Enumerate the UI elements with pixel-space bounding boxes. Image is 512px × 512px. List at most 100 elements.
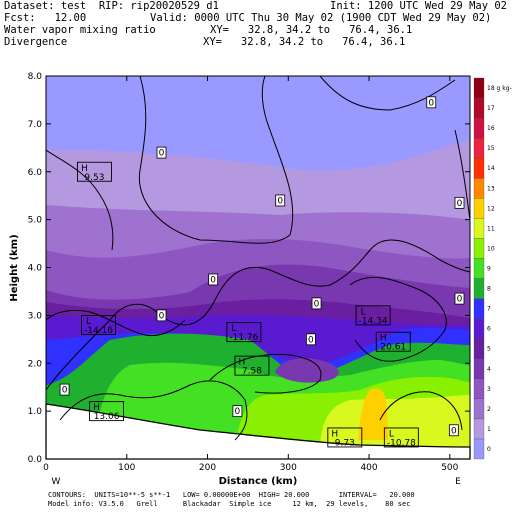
x-tick-label: 200: [199, 463, 216, 473]
dataset-label: Dataset: test RIP: rip20020529 d1: [4, 0, 219, 12]
extremum-type: H: [81, 164, 88, 174]
extremum-value: -14.16: [84, 326, 113, 336]
colorbar-level-label: 10: [487, 245, 495, 252]
colorbar-level-label: 18 g kg-1: [487, 85, 512, 92]
field1-xy-label: XY= 32.8, 34.2 to 76.4, 36.1: [210, 24, 413, 36]
extremum-value: -14.34: [359, 316, 388, 326]
colorbar-swatch: [473, 178, 485, 199]
terrain-mask: [45, 403, 471, 460]
extremum-value: 13.06: [94, 412, 120, 422]
colorbar-level-label: 2: [487, 406, 491, 413]
east-end-label: E: [455, 477, 461, 487]
contour-label: 0: [59, 383, 70, 396]
extremum-label: H20.61: [375, 331, 411, 353]
contour-label: 0: [311, 297, 322, 309]
svg-text:0: 0: [314, 299, 320, 309]
colorbar-swatch: [473, 77, 485, 99]
extremum-value: -11.76: [229, 333, 258, 343]
band-11: [320, 395, 470, 459]
contour-label: 0: [454, 196, 465, 209]
extremum-type: L: [231, 324, 236, 334]
contour-label: 0: [305, 333, 316, 345]
extremum-label: L-14.34: [355, 305, 391, 326]
contour-label: 0: [156, 309, 167, 321]
x-tick-label: 0: [43, 463, 49, 473]
field2-xy-label: XY= 32.8, 34.2 to 76.4, 36.1: [203, 36, 406, 48]
svg-text:0: 0: [62, 386, 68, 396]
contour-label: 0: [275, 194, 286, 206]
colorbar-swatch: [473, 298, 485, 319]
forecast-hour-label: Fcst: 12.00: [4, 12, 87, 24]
y-tick-label: 1.0: [28, 407, 43, 417]
valid-time-label: Valid: 0000 UTC Thu 30 May 02 (1900 CDT …: [150, 12, 492, 24]
extremum-type: L: [86, 317, 91, 327]
svg-text:0: 0: [235, 407, 241, 417]
colorbar-swatch: [473, 117, 485, 139]
colorbar-level-label: 12: [487, 205, 495, 212]
x-tick-label: 300: [280, 463, 297, 473]
extremum-type: H: [331, 429, 338, 439]
x-tick-label: 500: [441, 463, 458, 473]
colorbar-level-label: 4: [487, 366, 491, 373]
extremum-value: 9.53: [84, 173, 104, 183]
y-tick-label: 6.0: [28, 168, 43, 178]
y-axis-ticks: 0.0 1.0 2.0 3.0 4.0 5.0 6.0 7.0 8.0: [28, 72, 470, 465]
svg-text:0: 0: [457, 295, 463, 305]
extremum-label: H9.53: [77, 161, 112, 183]
colorbar-swatch: [473, 238, 485, 259]
colorbar-swatch: [473, 378, 485, 399]
contour-label: 0: [208, 273, 219, 285]
colorbar-swatch: [473, 97, 485, 119]
extremum-label: H7.58: [234, 355, 270, 377]
contour-labels: 0 0 0 0 0 0 0 0 0 0 0 0: [59, 96, 465, 436]
extremum-type: H: [239, 358, 246, 368]
colorbar-level-label: 1: [487, 426, 491, 433]
field2-label: Divergence: [4, 36, 68, 48]
extremum-type: H: [380, 334, 387, 344]
colorbar-level-label: 7: [487, 306, 491, 313]
west-end-label: W: [52, 477, 61, 487]
svg-text:0: 0: [308, 335, 314, 345]
colorbar-swatch: [473, 278, 485, 299]
band-12: [358, 388, 388, 440]
x-axis-ticks: 0 100 200 300 400 500: [43, 76, 459, 473]
extremum-value: -10.78: [387, 438, 416, 448]
y-tick-label: 8.0: [28, 72, 43, 82]
extremum-label: L-14.16: [81, 315, 116, 336]
colorbar-level-label: 0: [487, 446, 491, 453]
extremum-value: 20.61: [380, 343, 406, 353]
colorbar-level-label: 5: [487, 346, 491, 353]
extremum-label: H13.06: [89, 401, 125, 422]
contour-label: 0: [454, 292, 465, 305]
colorbar-level-label: 9: [487, 266, 491, 273]
y-tick-label: 0.0: [28, 455, 43, 465]
y-tick-label: 7.0: [28, 120, 43, 130]
extremum-type: H: [93, 403, 100, 413]
colorbar-level-label: 15: [487, 145, 495, 152]
colorbar-swatch: [473, 158, 485, 179]
colorbar-swatch: [473, 198, 485, 219]
colorbar-swatch: [473, 438, 485, 460]
y-axis-label: Height (km): [9, 234, 20, 301]
y-tick-label: 5.0: [28, 216, 43, 226]
y-tick-label: 3.0: [28, 311, 43, 321]
colorbar-swatch: [473, 258, 485, 279]
dry-pocket: [275, 358, 339, 383]
field1-label: Water vapor mixing ratio: [4, 24, 156, 36]
contours-info: CONTOURS: UNITS=10**-5 s**-1 LOW= 0.0000…: [48, 491, 415, 499]
colorbar-swatch: [473, 138, 485, 159]
svg-text:0: 0: [277, 196, 283, 206]
init-time-label: Init: 1200 UTC Wed 29 May 02: [330, 0, 508, 12]
extremum-value: 7.58: [242, 367, 262, 377]
extremum-label: L-10.78: [383, 427, 419, 448]
colorbar-level-label: 17: [487, 105, 495, 112]
colorbar-level-label: 13: [487, 185, 495, 192]
model-info: Model info: V3.5.0 Grell Blackadar Simpl…: [48, 500, 411, 508]
contour-label: 0: [448, 424, 459, 436]
extremum-label: H9.73: [327, 427, 363, 448]
divergence-contours: [46, 76, 470, 441]
svg-text:0: 0: [428, 98, 434, 108]
contour-label: 0: [156, 146, 167, 159]
svg-text:0: 0: [451, 426, 457, 436]
